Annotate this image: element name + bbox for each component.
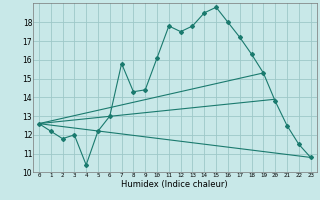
X-axis label: Humidex (Indice chaleur): Humidex (Indice chaleur) <box>122 180 228 189</box>
